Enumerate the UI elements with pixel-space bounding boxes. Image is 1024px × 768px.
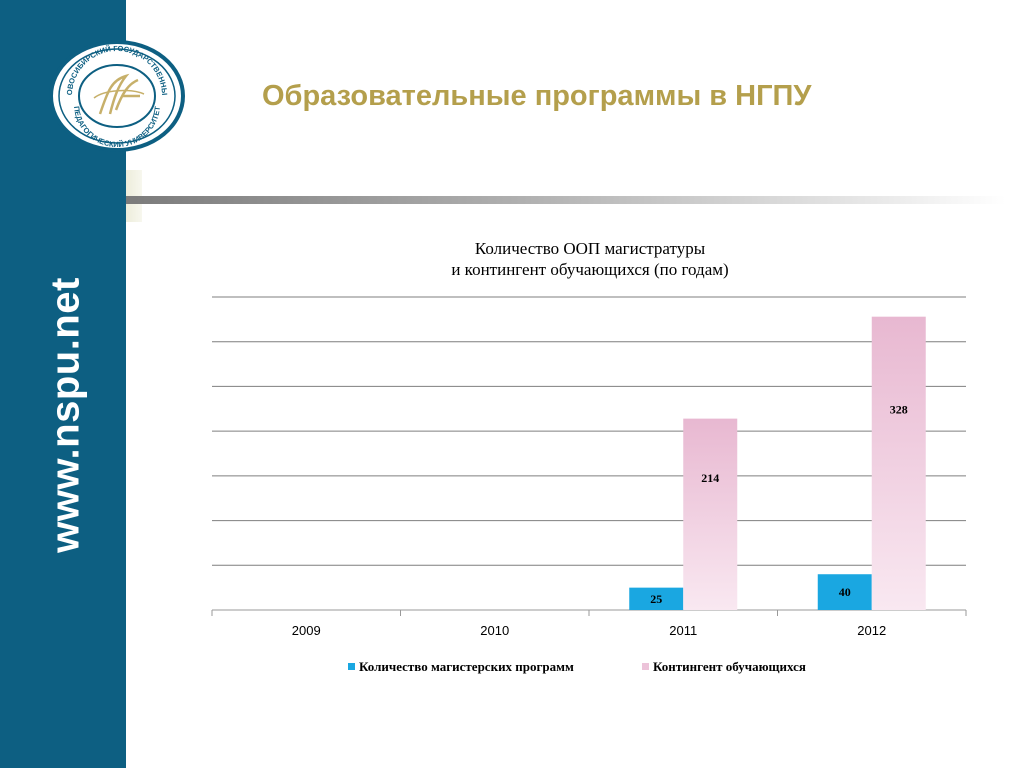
bar-programs [817, 574, 872, 610]
x-tick-label: 2010 [480, 623, 509, 638]
site-url-label: www.nspu.net [43, 277, 88, 553]
chart-title-line-1: Количество ООП магистратуры [474, 239, 706, 258]
legend-item-students: Контингент обучающихся [642, 659, 806, 675]
nspu-logo: НОВОСИБИРСКИЙ ГОСУДАРСТВЕННЫЙ ПЕДАГОГИЧЕ… [45, 33, 186, 152]
data-label: 40 [839, 585, 851, 599]
chart-title: Количество ООП магистратуры и контингент… [340, 238, 840, 280]
data-label: 328 [890, 402, 908, 416]
legend-label-students: Контингент обучающихся [653, 659, 806, 674]
legend-item-programs: Количество магистерских программ [348, 659, 574, 675]
data-label: 214 [701, 471, 719, 485]
bar-students [871, 316, 926, 610]
x-tick-label: 2012 [857, 623, 886, 638]
slide-title: Образовательные программы в НГПУ [262, 80, 812, 112]
bar-students [683, 418, 738, 610]
title-underline [126, 196, 1006, 204]
legend-swatch-students [642, 663, 649, 670]
chart-title-line-2: и контингент обучающихся (по годам) [451, 260, 729, 279]
x-tick-label: 2011 [669, 623, 697, 638]
x-tick-label: 2009 [292, 623, 321, 638]
data-label: 25 [650, 592, 662, 606]
legend-swatch-programs [348, 663, 355, 670]
bar-programs [629, 587, 684, 610]
legend-label-programs: Количество магистерских программ [359, 659, 574, 674]
